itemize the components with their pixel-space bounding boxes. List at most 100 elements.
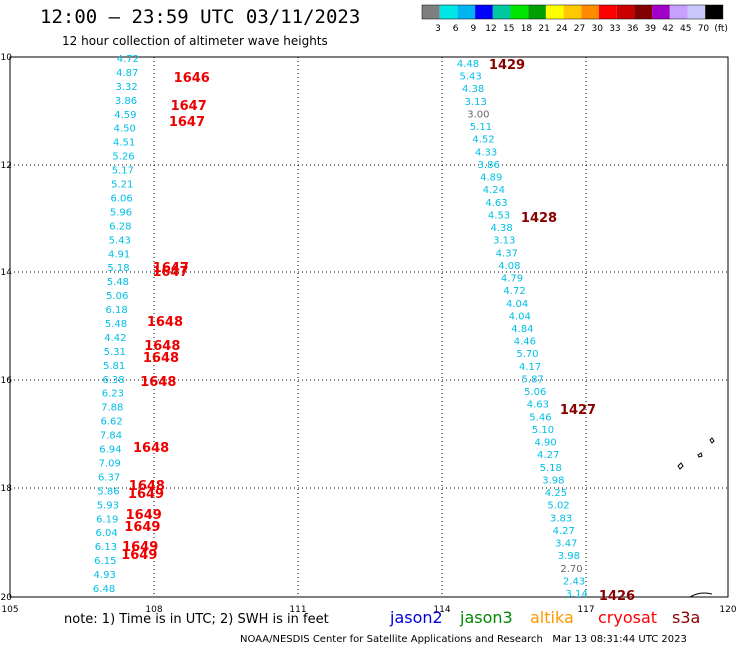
colorbar-label: 45 (680, 24, 691, 34)
pass-time-label: 1648 (129, 479, 165, 494)
pass-time-label: 1649 (124, 520, 160, 535)
pass-time-label: 1648 (144, 339, 180, 354)
wave-height-label: 6.94 (99, 445, 121, 456)
wave-height-label: 4.46 (514, 337, 536, 348)
wave-height-label: 6.19 (96, 514, 118, 525)
colorbar-border (421, 4, 724, 20)
colorbar-swatch (439, 5, 458, 19)
wave-height-label: 5.93 (97, 500, 119, 511)
wave-height-label: 4.91 (108, 249, 130, 260)
colorbar-label: 12 (485, 24, 496, 34)
colorbar-label: 42 (662, 24, 673, 34)
satellite-legend-jason3: jason3 (460, 608, 513, 627)
satellite-legend-jason2: jason2 (390, 608, 443, 627)
colorbar-swatch (599, 5, 617, 19)
wave-height-label: 5.06 (524, 387, 546, 398)
map-border (9, 56, 729, 598)
island-shape (677, 462, 684, 470)
wave-height-label: 4.87 (116, 68, 138, 79)
island-outlines (677, 437, 715, 598)
pass-time-label: 1649 (122, 540, 158, 555)
wave-height-label: 4.27 (553, 526, 575, 537)
wave-height-label: 4.48 (457, 59, 479, 70)
wave-height-label: 5.96 (110, 207, 132, 218)
colorbar-label: 3 (435, 24, 441, 34)
wave-height-label: 6.48 (93, 584, 115, 595)
colorbar-label: (ft) (714, 24, 728, 34)
units-note: note: 1) Time is in UTC; 2) SWH is in fe… (64, 612, 329, 627)
y-tick-label: 16 (1, 376, 13, 386)
wave-height-label: 5.70 (516, 349, 538, 360)
wave-height-label: 4.72 (117, 54, 139, 65)
wave-height-label: 6.37 (98, 472, 120, 483)
wave-height-label: 4.93 (94, 570, 116, 581)
satellite-legend-s3a: s3a (672, 608, 701, 627)
wave-height-label: 4.27 (537, 450, 559, 461)
colorbar-swatch (705, 5, 723, 19)
colorbar-swatch (528, 5, 546, 19)
pass-time-label: 1647 (171, 99, 207, 114)
wave-height-label: 5.18 (540, 463, 562, 474)
colorbar-swatch (652, 5, 670, 19)
wave-height-label: 5.87 (522, 374, 544, 385)
wave-height-label: 4.17 (519, 362, 541, 373)
chart-title: 12:00 – 23:59 UTC 03/11/2023 (40, 6, 361, 28)
wave-height-label: 6.28 (109, 221, 131, 232)
y-tick-label: 14 (1, 268, 13, 278)
pass-time-label: 1647 (153, 261, 189, 276)
wave-height-label: 4.37 (496, 248, 518, 259)
wave-height-label: 6.04 (95, 528, 117, 539)
wave-height-label: 3.86 (478, 160, 500, 171)
colorbar-swatch (545, 5, 564, 19)
y-tick-label: 18 (1, 484, 13, 494)
wave-height-label: 5.48 (107, 277, 129, 288)
wave-height-label: 5.17 (112, 166, 134, 177)
colorbar-label: 24 (556, 24, 568, 34)
wave-height-label: 5.21 (111, 180, 133, 191)
wave-height-label: 2.43 (563, 576, 585, 587)
wave-height-label: 5.31 (104, 347, 126, 358)
wave-height-label: 5.26 (112, 152, 134, 163)
wave-height-label: 7.88 (101, 403, 123, 414)
wave-height-label: 3.00 (467, 109, 489, 120)
wave-height-label: 4.33 (475, 147, 497, 158)
colorbar-label: 39 (645, 24, 657, 34)
wave-height-label: 4.79 (501, 274, 523, 285)
wave-height-label: 4.04 (506, 299, 528, 310)
pass-time-label: 1647 (169, 115, 205, 130)
wave-height-label: 4.63 (485, 198, 507, 209)
colorbar-swatch (475, 5, 493, 19)
wave-height-label: 4.90 (534, 438, 556, 449)
x-tick-label: 114 (433, 605, 450, 615)
wave-height-label: 3.32 (116, 82, 138, 93)
wave-height-label: 4.52 (472, 135, 494, 146)
wave-height-label: 4.38 (490, 223, 512, 234)
wave-height-label: 7.84 (100, 431, 122, 442)
wave-height-label: 5.86 (97, 486, 119, 497)
wave-height-label: 3.86 (115, 96, 137, 107)
colorbar-swatch (563, 5, 582, 19)
pass-time-label: 1426 (599, 589, 635, 604)
wave-height-label: 6.15 (94, 556, 116, 567)
wave-height-label: 5.11 (470, 122, 492, 133)
wave-height-label: 6.38 (102, 375, 124, 386)
y-tick-label: 10 (1, 53, 13, 63)
y-tick-label: 12 (1, 161, 12, 171)
satellite-legend-cryosat: cryosat (598, 608, 658, 627)
wave-height-label: 4.38 (462, 84, 484, 95)
colorbar-label: 70 (698, 24, 710, 34)
pass-time-label: 1427 (560, 403, 596, 418)
wave-height-label: 4.24 (483, 185, 505, 196)
wave-height-label: 6.18 (105, 305, 127, 316)
wave-height-label: 3.14 (566, 589, 588, 600)
colorbar-label: 27 (574, 24, 585, 34)
colorbar-swatch (669, 5, 688, 19)
colorbar-swatch (581, 5, 599, 19)
colorbar-swatch (422, 5, 440, 19)
wave-height-label: 5.43 (109, 235, 131, 246)
pass-time-label: 1649 (121, 548, 157, 563)
wave-height-label: 4.51 (113, 138, 135, 149)
colorbar-swatch (492, 5, 511, 19)
map-frame (9, 56, 729, 598)
